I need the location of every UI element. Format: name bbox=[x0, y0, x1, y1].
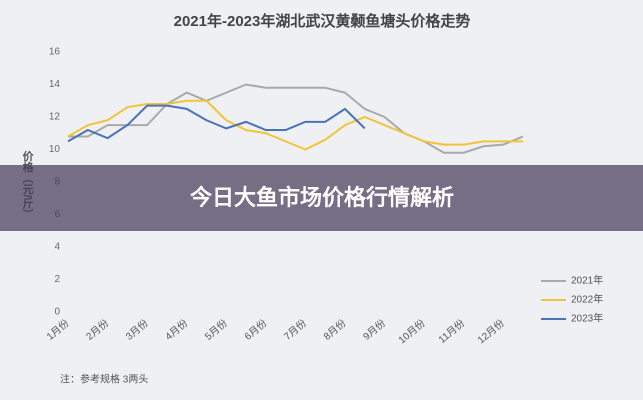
banner-text: 今日大鱼市场价格行情解析 bbox=[190, 185, 454, 210]
y-tick-label: 12 bbox=[49, 112, 61, 123]
series-line bbox=[68, 83, 524, 154]
chart-title: 2021年-2023年湖北武汉黄颡鱼塘头价格走势 bbox=[174, 12, 471, 30]
y-tick-label: 4 bbox=[54, 242, 60, 253]
y-tick-label: 14 bbox=[49, 79, 61, 90]
banner bbox=[0, 165, 643, 231]
y-tick-label: 10 bbox=[49, 144, 61, 155]
y-tick-label: 0 bbox=[54, 307, 60, 318]
legend-label: 2022年 bbox=[571, 293, 603, 306]
y-tick-label: 2 bbox=[54, 274, 60, 285]
note: 注：参考规格 3两头 bbox=[60, 373, 148, 386]
y-tick-label: 16 bbox=[49, 47, 61, 58]
legend-label: 2021年 bbox=[571, 274, 603, 287]
series-line bbox=[67, 104, 366, 143]
series-line bbox=[67, 99, 523, 151]
legend-label: 2023年 bbox=[571, 312, 603, 325]
